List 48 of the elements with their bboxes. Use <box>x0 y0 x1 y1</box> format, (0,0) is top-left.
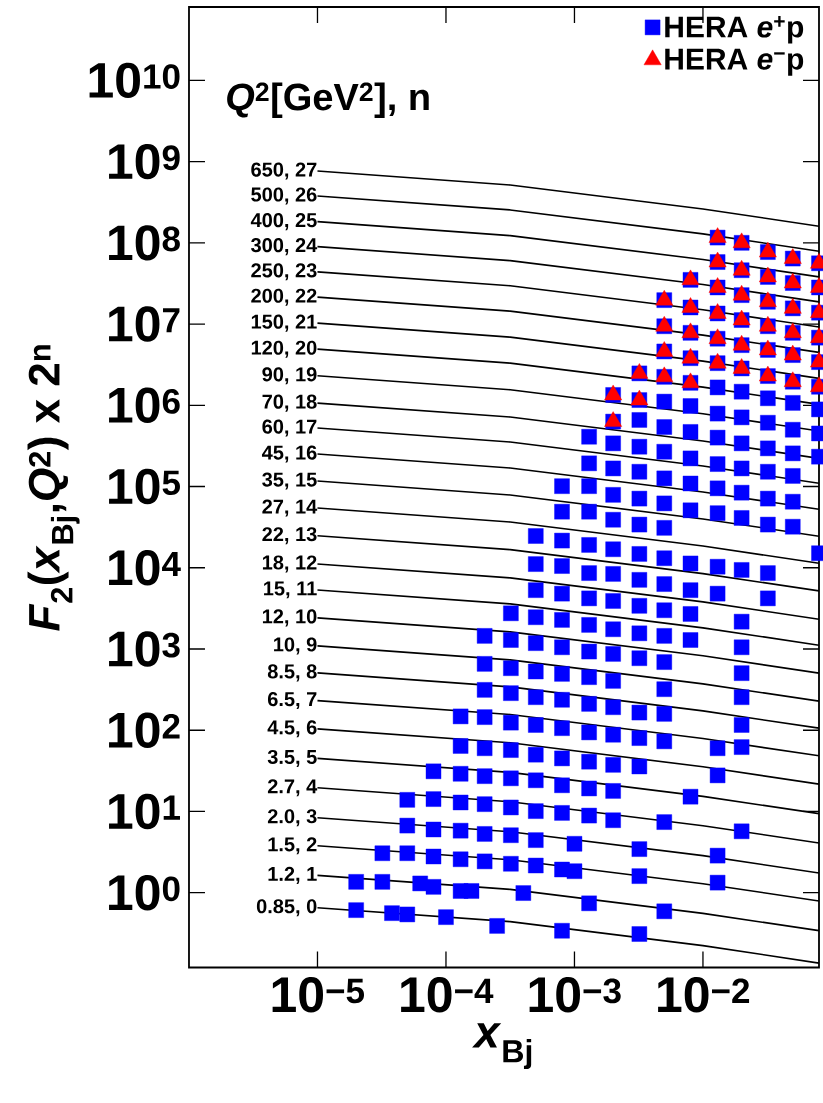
series-label: 10, 9 <box>274 637 317 655</box>
y-tick-label: 10$^{8}$ <box>109 225 180 261</box>
y-tick-label: 10$^{2}$ <box>109 712 180 748</box>
series-label: 18, 12 <box>262 555 317 573</box>
y-tick-label: 10$^{3}$ <box>109 631 180 667</box>
series-label: 120, 20 <box>251 340 317 358</box>
series-label: 200, 22 <box>251 288 317 306</box>
series-label: 2.0, 3 <box>267 809 317 827</box>
y-tick-label: 10$^{6}$ <box>109 387 180 423</box>
legend-label: HERA e$^{−}$p <box>665 48 804 76</box>
series-label: 4.5, 6 <box>267 720 317 738</box>
legend-label: 150, 21 <box>251 314 317 332</box>
series-label: 400, 25 <box>250 213 317 231</box>
series-label: 1.2, 1 <box>268 866 317 884</box>
series-label: 60, 17 <box>262 419 317 437</box>
legend-label: 300, 24 <box>251 238 318 256</box>
y-tick-label: 10$^{5}$ <box>109 468 180 505</box>
series-label: 45, 16 <box>261 445 317 463</box>
y-tick-label: 10$^{0}$ <box>109 875 180 911</box>
legend-label: 650, 27 <box>251 162 317 180</box>
series-label: 12, 10 <box>262 609 317 627</box>
series-label: 8.5, 8 <box>267 664 317 682</box>
legend-label: HERA e$^{+}$p <box>665 15 804 44</box>
x-tick-label: 10$^{−2}$ <box>658 977 750 1013</box>
series-label: 0.85, 0 <box>256 899 317 917</box>
series-label: 500, 26 <box>251 187 317 205</box>
series-label: 90, 19 <box>262 367 317 385</box>
text: F$_{2}$(x$_{Bj}$,Q$^{2}$) x 2$^{n}$ <box>27 345 80 631</box>
y-tick-label: 10$^{1}$ <box>109 793 180 830</box>
series-label: 1.5, 2 <box>268 837 317 855</box>
series-label: 6.5, 7 <box>267 692 317 710</box>
y-tick-label: 10$^{4}$ <box>109 550 181 586</box>
x-axis-title: x$_{Bj}$ <box>472 1023 532 1070</box>
y-tick-label: 10$^{7}$ <box>109 306 180 342</box>
y-tick-label: 10$^{9}$ <box>109 143 180 180</box>
series-label: 70, 18 <box>262 394 317 412</box>
x-tick-label: 10$^{−3}$ <box>529 977 621 1013</box>
x-tick-label: 10$^{−4}$ <box>401 977 494 1013</box>
series-label: 22, 13 <box>262 527 317 545</box>
series-label: 250, 23 <box>251 263 317 281</box>
series-label: 35, 15 <box>262 472 317 490</box>
series-label: 3.5, 5 <box>267 749 317 767</box>
series-label: 2.7, 4 <box>267 779 318 797</box>
series-label: 27, 14 <box>262 499 318 517</box>
y-tick-label: 10$^{10}$ <box>89 62 180 99</box>
x-tick-label: 10$^{−5}$ <box>272 977 365 1013</box>
annotation: Q$^{2}$[GeV$^{2}$], n <box>227 82 429 118</box>
series-label: 15, 11 <box>264 581 317 599</box>
